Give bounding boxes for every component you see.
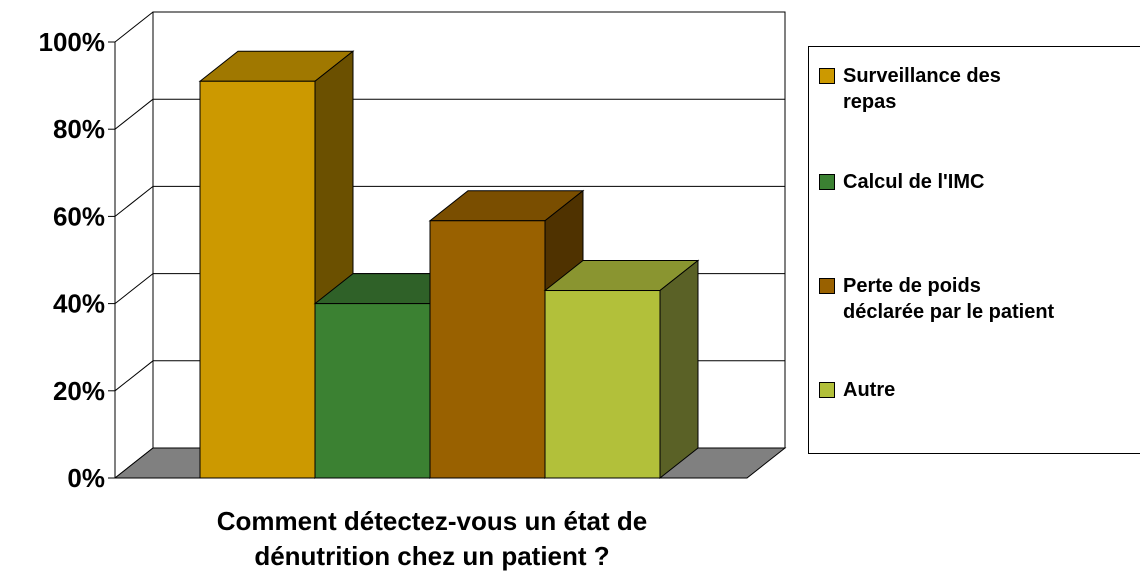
legend-label-surveillance-line-2: repas bbox=[843, 91, 897, 113]
bar-autre bbox=[543, 259, 700, 480]
y-tick-label: 20% bbox=[53, 376, 105, 406]
bar-front-face bbox=[314, 303, 431, 479]
legend-swatch-autre bbox=[819, 382, 835, 398]
bar-surveillance bbox=[198, 50, 355, 480]
legend-item-autre: Autre bbox=[819, 377, 1140, 403]
legend-swatch-perte-de-poids bbox=[819, 278, 835, 294]
y-tick-label: 40% bbox=[53, 289, 105, 319]
legend-label-imc: Calcul de l'IMC bbox=[843, 171, 985, 193]
legend-label-perte-de-poids: Perte de poids déclarée par le patient bbox=[843, 273, 1054, 325]
y-tick-label: 100% bbox=[39, 27, 106, 57]
legend-label-surveillance: Surveillance des repas bbox=[843, 63, 1001, 115]
legend: Surveillance des repas Calcul de l'IMC P… bbox=[808, 46, 1140, 454]
x-axis-label-line-2: dénutrition chez un patient ? bbox=[254, 541, 609, 571]
legend-item-imc: Calcul de l'IMC bbox=[819, 169, 1140, 195]
chart-canvas: 0% 20% 40% 60% 80% 100% Comment détectez-vous… bbox=[39, 11, 787, 571]
legend-swatch-surveillance bbox=[819, 68, 835, 84]
y-tick-label: 60% bbox=[53, 201, 105, 231]
bar-front-face bbox=[429, 220, 546, 479]
bar-side-face bbox=[659, 259, 699, 480]
y-tick-group: 0% 20% 40% 60% 80% 100% bbox=[39, 27, 115, 493]
bar-front-face bbox=[199, 80, 316, 479]
legend-label-autre: Autre bbox=[843, 379, 896, 401]
legend-label-surveillance-line-1: Surveillance des bbox=[843, 65, 1001, 87]
legend-item-surveillance: Surveillance des repas bbox=[819, 63, 1140, 115]
legend-swatch-imc bbox=[819, 174, 835, 190]
bar-group bbox=[198, 50, 700, 480]
y-tick-label: 0% bbox=[67, 463, 105, 493]
gridline bbox=[114, 11, 785, 43]
legend-label-perte-de-poids-line-2: déclarée par le patient bbox=[843, 301, 1055, 323]
legend-label-perte-de-poids-line-1: Perte de poids bbox=[843, 275, 981, 297]
bar-front-face bbox=[544, 290, 661, 479]
x-axis-label-line-1: Comment détectez-vous un état de bbox=[217, 506, 648, 536]
back-wall bbox=[152, 11, 786, 449]
y-tick-label: 80% bbox=[53, 114, 105, 144]
legend-item-perte-de-poids: Perte de poids déclarée par le patient bbox=[819, 273, 1140, 325]
